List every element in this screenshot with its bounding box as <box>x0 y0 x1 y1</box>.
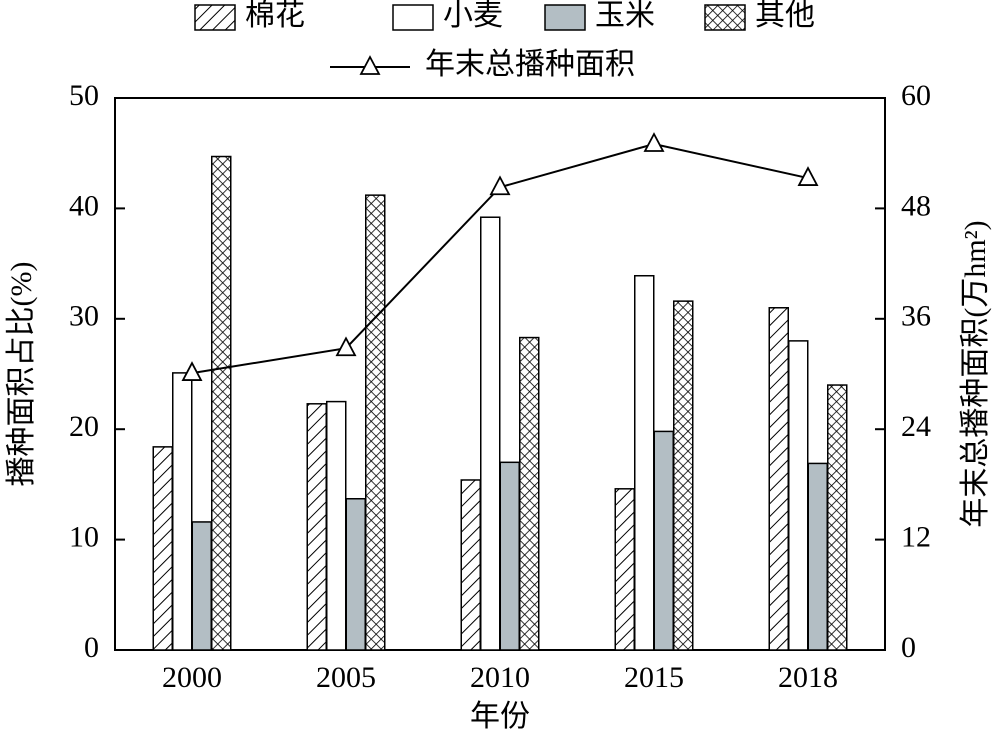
bar <box>365 194 386 651</box>
bar <box>211 155 232 651</box>
y2-tick-label: 24 <box>901 410 931 443</box>
y2-tick-label: 12 <box>901 520 931 553</box>
bar <box>191 521 212 651</box>
bar <box>653 430 674 651</box>
y-tick-label: 30 <box>69 300 99 333</box>
x-tick-label: 2015 <box>624 661 684 694</box>
y-tick-label: 40 <box>69 189 99 222</box>
marker <box>181 361 203 381</box>
bar <box>519 336 540 651</box>
legend-marker <box>359 55 381 75</box>
y-tick-label: 50 <box>69 79 99 112</box>
bar <box>480 216 501 651</box>
legend-label: 其他 <box>755 0 815 32</box>
legend-label: 小麦 <box>443 0 503 32</box>
x-tick-label: 2018 <box>778 661 838 694</box>
y-tick-label: 10 <box>69 520 99 553</box>
marker <box>335 336 357 357</box>
y2-tick-label: 48 <box>901 189 931 222</box>
bar <box>673 300 694 651</box>
x-tick-label: 2000 <box>162 661 222 694</box>
bar <box>306 403 327 651</box>
marker <box>797 166 819 186</box>
legend-label: 棉花 <box>245 0 305 32</box>
marker <box>489 175 511 196</box>
legend-label: 年末总播种面积 <box>425 48 635 81</box>
bar <box>326 400 347 651</box>
bar <box>345 498 366 651</box>
x-tick-label: 2005 <box>316 661 376 694</box>
x-axis-label: 年份 <box>470 700 530 733</box>
bar <box>827 384 848 651</box>
y2-tick-label: 36 <box>901 300 931 333</box>
y2-axis-label: 年末总播种面积(万hm²) <box>959 220 992 527</box>
bar <box>788 340 809 651</box>
legend-swatch <box>194 4 236 31</box>
bar <box>768 307 789 651</box>
legend-swatch <box>704 4 746 31</box>
bar <box>807 462 828 651</box>
bar <box>172 372 193 651</box>
marker <box>643 132 665 152</box>
legend-swatch <box>544 4 586 31</box>
x-tick-label: 2010 <box>470 661 530 694</box>
y-tick-label: 20 <box>69 410 99 443</box>
bar <box>499 461 520 651</box>
bar <box>614 488 635 651</box>
legend-label: 玉米 <box>595 0 655 32</box>
legend-swatch <box>392 4 434 31</box>
bar <box>152 446 173 651</box>
y-tick-label: 0 <box>84 631 99 664</box>
y2-tick-label: 0 <box>901 631 916 664</box>
y2-tick-label: 60 <box>901 79 931 112</box>
bar <box>634 274 655 651</box>
bar <box>460 479 481 651</box>
y-axis-label: 播种面积占比(%) <box>5 262 38 487</box>
